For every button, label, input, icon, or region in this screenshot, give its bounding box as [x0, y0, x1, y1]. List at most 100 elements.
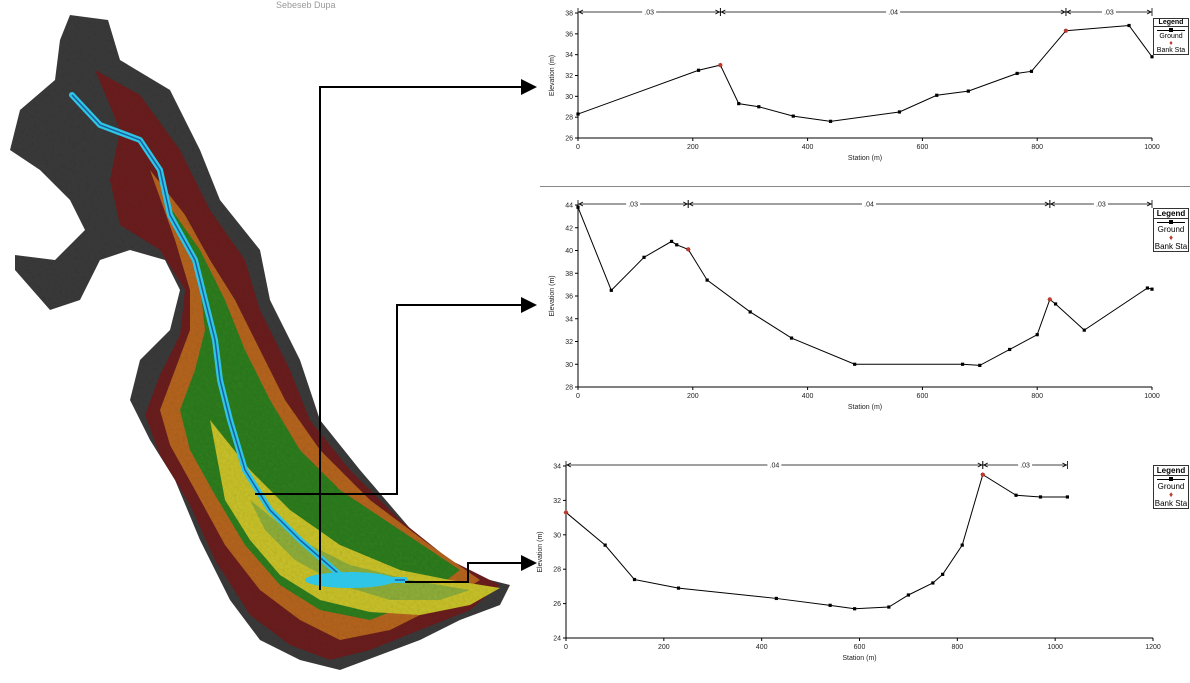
y-tick-label: 44: [565, 203, 573, 210]
y-tick-label: 38: [565, 271, 573, 278]
x-axis-label: Station (m): [848, 155, 882, 162]
n-value-arrow: [578, 9, 584, 15]
ground-point: [897, 110, 902, 114]
legend-title: Legend: [1154, 19, 1188, 27]
n-value-label: .04: [770, 463, 780, 470]
ground-point: [1053, 302, 1058, 306]
bank-marker-icon: ♦: [1168, 233, 1174, 242]
y-tick-label: 32: [565, 73, 573, 80]
x-tick-label: 800: [951, 644, 963, 651]
x-tick-label: 1000: [1047, 644, 1063, 651]
n-value-arrow: [578, 201, 584, 207]
ground-point: [675, 243, 679, 247]
ground-point: [642, 255, 646, 259]
ground-line: [577, 24, 1153, 122]
bank-station-point: [685, 246, 691, 252]
connector-bottom: [405, 555, 537, 583]
ground-point: [603, 543, 607, 547]
ground-point: [791, 114, 795, 118]
ground-point: [1015, 71, 1019, 76]
bank-marker-icon: ♦: [1168, 490, 1174, 499]
n-value-arrow: [1062, 462, 1068, 468]
x-tick-label: 600: [917, 144, 929, 151]
cross-section-chart-1: 26 28 30 32 34 36 38 0 200 400 600 800 1000 Station (…: [540, 5, 1165, 170]
ground-point: [1145, 286, 1150, 290]
ground-point: [960, 543, 964, 547]
n-value-label-bg: [1101, 8, 1116, 16]
ground-point: [737, 102, 741, 106]
x-tick-label: 200: [658, 644, 670, 651]
y-tick-label: 42: [565, 225, 573, 232]
ground-point: [669, 239, 674, 243]
ground-point: [696, 68, 701, 72]
y-tick-label: 34: [565, 316, 573, 323]
n-value-label: .03: [1104, 10, 1114, 17]
bank-station-point: [563, 509, 569, 515]
y-tick-label: 32: [553, 498, 561, 505]
ground-point: [1150, 55, 1154, 59]
y-tick-label: 34: [565, 52, 573, 59]
n-value-arrow: [1066, 9, 1072, 15]
x-tick-label: 0: [564, 644, 568, 651]
x-tick-label: 1000: [1144, 393, 1160, 400]
n-value-arrow: [1044, 201, 1050, 207]
ground-point: [705, 278, 709, 282]
y-tick-label: 28: [553, 567, 561, 574]
legend-ground: Ground: [1157, 482, 1185, 491]
y-tick-label: 30: [553, 532, 561, 539]
x-tick-label: 400: [756, 644, 768, 651]
n-value-label-bg: [626, 200, 641, 208]
bank-marker-icon: ♦: [1169, 40, 1173, 47]
ground-point: [576, 205, 580, 209]
x-tick-label: 200: [687, 144, 699, 151]
ground-point: [935, 93, 939, 97]
ground-point: [1127, 23, 1131, 28]
legend-ground: Ground: [1159, 33, 1183, 40]
y-tick-label: 32: [565, 339, 573, 346]
connector-top: [319, 79, 537, 590]
y-tick-label: 30: [565, 94, 573, 101]
n-value-label: .04: [864, 202, 874, 209]
x-tick-label: 600: [917, 393, 929, 400]
x-tick-label: 0: [576, 393, 580, 400]
ground-point: [941, 572, 945, 576]
n-value-arrow: [1146, 9, 1152, 15]
y-axis-label: Elevation (m): [549, 55, 556, 96]
n-value-label: .03: [1096, 202, 1106, 209]
n-value-label-bg: [642, 8, 657, 16]
n-value-label: .04: [888, 10, 898, 17]
n-value-arrow: [1146, 201, 1152, 207]
x-tick-label: 200: [687, 393, 699, 400]
elevation-zone-yellow: [210, 420, 500, 615]
ground-point: [960, 362, 965, 366]
ground-point: [1082, 328, 1086, 332]
ground-point: [1035, 333, 1039, 337]
ground-point: [853, 607, 857, 611]
bank-station-point: [1047, 296, 1053, 302]
y-tick-label: 34: [553, 464, 561, 471]
connector-middle: [255, 297, 537, 495]
ground-point: [1038, 495, 1043, 499]
cross-section-chart-2: 28 30 32 34 36 38 40 42 44 0 200 400 600 800 1000 Stati…: [540, 190, 1165, 425]
ground-point: [748, 310, 752, 314]
n-value-arrow: [1060, 9, 1066, 15]
n-value-label: .03: [1020, 463, 1030, 470]
ground-point: [1008, 347, 1012, 352]
n-value-label-bg: [767, 461, 782, 469]
ground-point: [632, 577, 637, 582]
y-tick-label: 36: [565, 31, 573, 38]
n-value-arrow: [683, 201, 689, 207]
ground-point: [966, 89, 970, 93]
ground-point: [676, 586, 681, 590]
n-value-arrow: [688, 201, 694, 207]
ground-point: [828, 603, 832, 607]
x-axis-label: Station (m): [848, 404, 882, 411]
legend-title: Legend: [1154, 209, 1188, 219]
bank-station-point: [1063, 28, 1069, 34]
n-value-label: .03: [644, 10, 654, 17]
ground-point: [931, 581, 935, 585]
ground-line: [565, 473, 1068, 610]
elevation-zone-darkred: [95, 70, 500, 660]
legend-1: Legend Ground ♦ Bank Sta: [1153, 18, 1189, 55]
